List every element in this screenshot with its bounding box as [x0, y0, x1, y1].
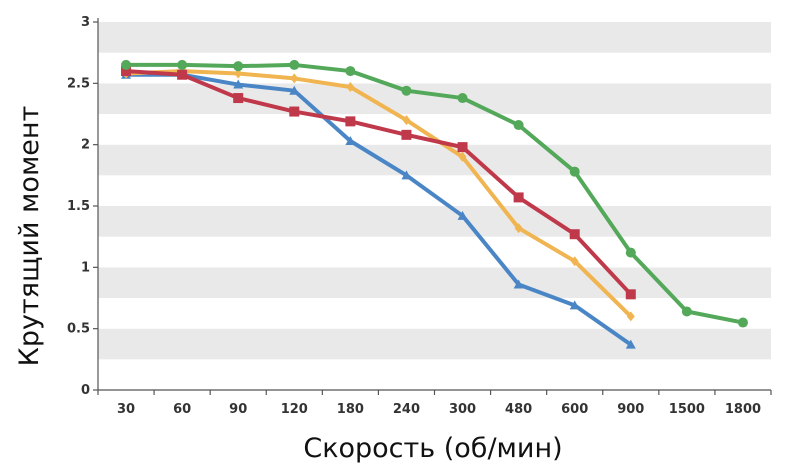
x-tick-label: 180	[337, 402, 364, 417]
x-tick-label: 60	[173, 402, 191, 417]
data-point	[233, 79, 244, 89]
grid-band	[98, 83, 771, 114]
data-point	[289, 106, 300, 117]
series-square	[121, 66, 636, 300]
data-point	[569, 166, 580, 177]
data-point	[513, 120, 524, 131]
data-point	[514, 223, 523, 234]
data-point	[625, 339, 636, 349]
tick-labels: 0 0.5 1 1.5 2 2.5 3 30 60 90 120 180 240 300 480 600 900…	[67, 15, 761, 417]
data-point	[233, 61, 244, 72]
data-point	[121, 59, 132, 70]
grid-band	[98, 144, 771, 176]
y-tick-label: 1	[81, 260, 90, 275]
data-point	[289, 59, 300, 70]
x-tick-label: 900	[617, 402, 644, 417]
data-point	[289, 85, 300, 95]
y-tick-label: 1.5	[67, 199, 90, 214]
x-tick-label: 1500	[669, 402, 705, 417]
data-point	[401, 85, 412, 96]
data-point	[513, 192, 524, 203]
data-point	[234, 68, 243, 79]
data-point	[121, 66, 132, 77]
data-point	[457, 93, 468, 104]
grid-band	[98, 175, 771, 206]
x-tick-label: 600	[561, 402, 588, 417]
series-line	[124, 62, 745, 325]
y-tick-label: 2.5	[67, 76, 90, 91]
data-point	[625, 289, 636, 300]
y-tick-label: 0	[81, 383, 90, 398]
data-point	[458, 151, 467, 162]
grid-band	[98, 206, 771, 237]
data-point	[569, 229, 580, 240]
x-tick-label: 30	[117, 402, 135, 417]
x-axis-title: Скорость (об/мин)	[303, 433, 562, 464]
data-point	[626, 311, 635, 322]
data-point	[401, 170, 412, 180]
data-point	[177, 59, 188, 70]
data-point	[346, 82, 355, 93]
y-tick-label: 0.5	[67, 322, 90, 337]
series-layer	[121, 59, 748, 349]
series-line	[124, 69, 633, 319]
grid-band	[98, 298, 771, 329]
data-point	[345, 66, 356, 77]
axes	[93, 18, 772, 395]
data-point	[737, 317, 748, 328]
y-axis-title: Крутящий момент	[14, 106, 45, 367]
data-point	[513, 279, 524, 289]
grid-band	[98, 236, 771, 268]
data-point	[290, 73, 299, 84]
x-tick-label: 1800	[725, 402, 761, 417]
data-point	[233, 93, 244, 104]
series-line	[124, 72, 633, 347]
data-point	[345, 116, 356, 127]
data-point	[625, 247, 636, 258]
data-point	[402, 115, 411, 126]
series-circle	[121, 59, 748, 328]
x-tick-label: 240	[393, 402, 420, 417]
data-point	[177, 69, 188, 80]
x-tick-label: 120	[281, 402, 308, 417]
grid-band	[98, 359, 771, 390]
data-point	[681, 306, 692, 317]
x-tick-label: 300	[449, 402, 476, 417]
data-point	[570, 256, 579, 267]
data-point	[457, 210, 468, 220]
data-point	[401, 129, 412, 140]
grid-band	[98, 22, 771, 53]
grid-band	[98, 328, 771, 360]
data-point	[457, 142, 468, 153]
y-tick-label: 2	[81, 138, 90, 153]
y-tick-label: 3	[81, 15, 90, 30]
x-tick-label: 90	[229, 402, 247, 417]
series-line	[124, 69, 633, 297]
x-tick-label: 480	[505, 402, 532, 417]
data-point	[345, 135, 356, 145]
grid-bands	[98, 22, 771, 390]
data-point	[569, 300, 580, 310]
